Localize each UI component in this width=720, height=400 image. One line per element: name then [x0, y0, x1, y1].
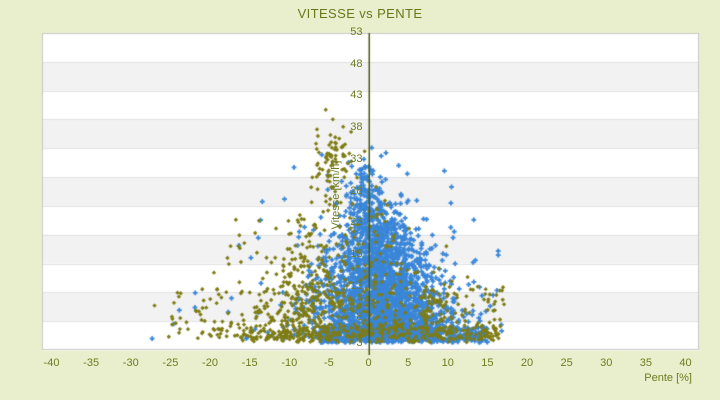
y-tick-label: 53 [350, 26, 363, 38]
x-tick-label: 0 [365, 357, 372, 369]
x-tick-label: -20 [202, 357, 218, 369]
y-tick-label: 38 [350, 121, 363, 134]
y-tick-label: 48 [350, 57, 363, 70]
x-tick-label: 35 [639, 357, 653, 369]
x-tick-label: -15 [241, 357, 258, 369]
x-tick-label: -40 [43, 357, 60, 369]
y-tick-label: 8 [356, 311, 363, 324]
x-tick-label: 10 [441, 357, 454, 369]
x-axis-title: Pente [%] [644, 372, 692, 384]
y-tick-label: 28 [350, 184, 363, 197]
y-tick-label: 43 [350, 89, 363, 102]
y-tick-label: 13 [350, 279, 363, 292]
x-tick-label: -10 [281, 357, 298, 369]
x-tick-label: 30 [600, 357, 613, 369]
x-tick-label: 25 [560, 357, 573, 369]
x-tick-label: -30 [122, 357, 139, 369]
y-tick-label: 23 [350, 216, 363, 229]
y-tick-label: 3 [356, 337, 363, 349]
x-tick-label: 5 [405, 357, 412, 369]
x-tick-label: -35 [83, 357, 100, 369]
x-tick-label: 20 [520, 357, 534, 369]
x-tick-label: 40 [679, 357, 692, 369]
y-tick-label: 33 [350, 152, 363, 165]
x-tick-label: 15 [481, 357, 494, 369]
x-tick-label: -5 [324, 357, 334, 369]
y-tick-label: 18 [350, 247, 363, 260]
x-tick-label: -25 [162, 357, 179, 369]
